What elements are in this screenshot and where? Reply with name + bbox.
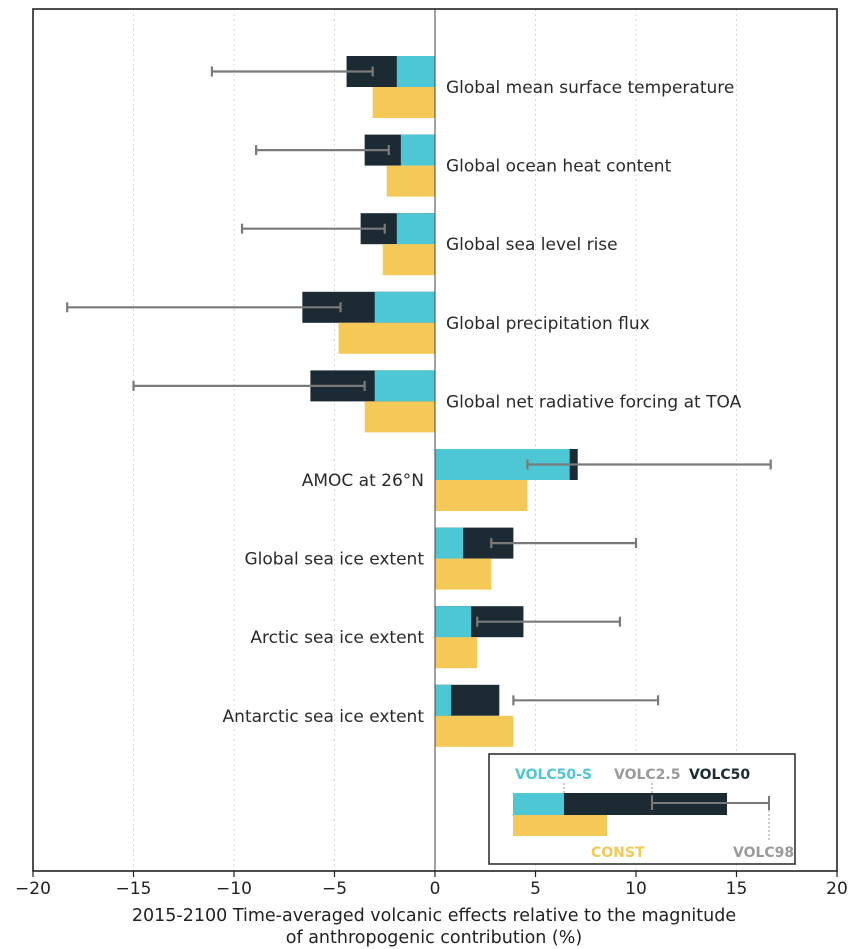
category-label: Global sea ice extent [245, 550, 425, 570]
x-tick-label: 20 [826, 879, 848, 899]
bar-volc50s [435, 527, 464, 559]
legend-volc50s-swatch [513, 793, 564, 815]
x-axis-ticks: −20 −15 −10 −5 0 5 10 15 20 [15, 871, 848, 899]
bar-volc50s [396, 213, 435, 245]
legend-label-volc50: VOLC50 [689, 767, 750, 783]
x-tick-label: 15 [726, 879, 748, 899]
category-label: Global precipitation flux [446, 314, 650, 334]
bar-const [435, 480, 528, 511]
bar-const [382, 244, 435, 276]
bars [302, 56, 578, 747]
bar-const [435, 637, 478, 669]
grid-lines [133, 9, 737, 871]
x-tick-label: −10 [216, 879, 252, 899]
legend-label-const: CONST [591, 845, 645, 861]
legend-label-volc50s: VOLC50-S [515, 767, 592, 783]
bar-volc50s [374, 370, 435, 402]
x-tick-label: 0 [430, 879, 441, 899]
category-label: Global mean surface temperature [446, 78, 734, 98]
category-label: Global ocean heat content [446, 157, 672, 177]
category-labels: Global mean surface temperature Global oc… [223, 78, 742, 727]
x-tick-label: −5 [322, 879, 347, 899]
bar-const [386, 165, 435, 197]
bar-volc50s [435, 684, 452, 716]
legend-label-volc25: VOLC2.5 [614, 767, 681, 783]
x-tick-label: −15 [116, 879, 152, 899]
category-label: AMOC at 26°N [302, 471, 424, 491]
bar-const [364, 401, 435, 433]
category-label: Arctic sea ice extent [250, 628, 424, 648]
bar-const [435, 558, 492, 590]
bar-volc50s [435, 606, 472, 638]
bar-volc50s [400, 134, 435, 166]
x-tick-label: 10 [625, 879, 647, 899]
bar-volc50s [396, 56, 435, 87]
legend-const-swatch [513, 815, 607, 836]
x-tick-label: −20 [15, 879, 51, 899]
x-axis-title-line1: 2015-2100 Time-averaged volcanic effects… [132, 906, 736, 926]
bar-const [338, 322, 435, 354]
category-label: Global sea level rise [446, 235, 618, 255]
bar-const [372, 87, 435, 118]
category-label: Antarctic sea ice extent [223, 707, 425, 727]
legend-volc50-swatch [513, 793, 727, 815]
bar-const [435, 715, 514, 747]
x-tick-label: 5 [530, 879, 541, 899]
error-bars [66, 66, 772, 706]
bar-volc50s [374, 291, 435, 323]
x-axis-title-line2: of anthropogenic contribution (%) [286, 928, 582, 948]
category-label: Global net radiative forcing at TOA [446, 392, 742, 412]
legend-label-volc98: VOLC98 [733, 845, 794, 861]
legend: VOLC50-S VOLC2.5 VOLC50 CONST VOLC98 [488, 753, 796, 865]
